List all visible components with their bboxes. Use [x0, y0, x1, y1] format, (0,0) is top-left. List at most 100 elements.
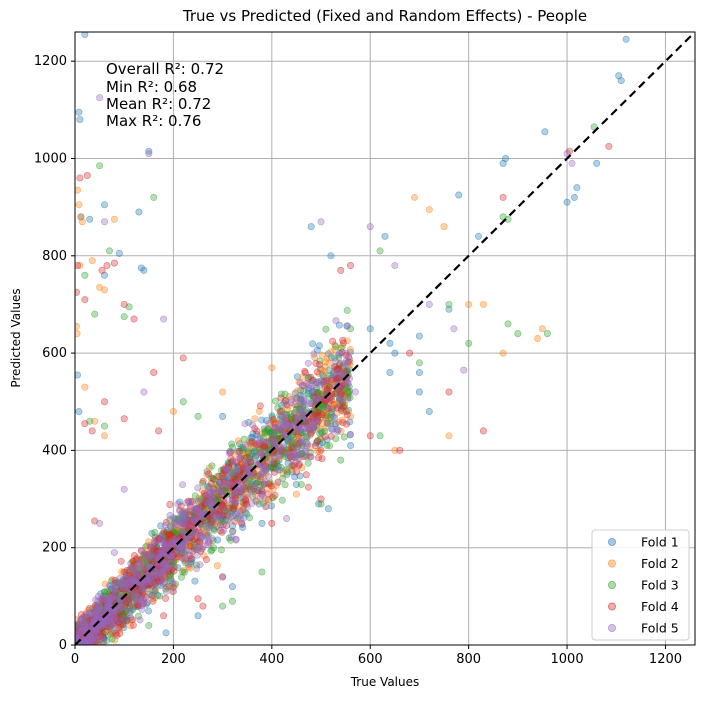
data-point — [193, 512, 201, 520]
data-point — [194, 412, 202, 420]
data-point — [309, 387, 317, 395]
data-point — [174, 500, 182, 508]
data-point — [316, 395, 324, 403]
data-point — [396, 446, 404, 454]
data-point — [317, 446, 325, 454]
data-point — [445, 305, 453, 313]
data-point — [541, 128, 549, 136]
data-point — [200, 552, 208, 560]
data-point — [101, 432, 109, 440]
data-point — [219, 573, 227, 581]
data-point — [165, 531, 173, 539]
data-point — [366, 432, 374, 440]
legend-label: Fold 2 — [641, 556, 679, 571]
data-point — [242, 441, 250, 449]
data-point — [116, 574, 124, 582]
data-point — [261, 478, 269, 486]
legend-marker — [608, 581, 617, 590]
data-point — [179, 354, 187, 362]
data-point — [160, 315, 168, 323]
data-point — [223, 517, 231, 525]
data-point — [309, 340, 317, 348]
data-point — [450, 325, 458, 333]
data-point — [261, 429, 269, 437]
data-point — [180, 542, 188, 550]
x-tick-label: 1000 — [551, 652, 584, 667]
data-point — [304, 440, 312, 448]
data-point — [340, 433, 348, 441]
data-point — [110, 607, 118, 615]
data-point — [284, 451, 292, 459]
data-point — [210, 487, 218, 495]
data-point — [81, 271, 89, 279]
data-point — [236, 454, 244, 462]
data-point — [179, 481, 187, 489]
data-point — [344, 395, 352, 403]
data-point — [287, 395, 295, 403]
data-point — [445, 300, 453, 308]
data-point — [268, 519, 276, 527]
data-point — [445, 432, 453, 440]
y-axis-label: Predicted Values — [9, 288, 23, 387]
data-point — [220, 504, 228, 512]
data-point — [258, 519, 266, 527]
data-point — [98, 266, 106, 274]
data-point — [297, 398, 305, 406]
data-point — [101, 398, 109, 406]
data-point — [504, 320, 512, 328]
data-point — [274, 479, 282, 487]
data-point — [234, 466, 242, 474]
data-point — [312, 378, 320, 386]
data-point — [267, 502, 275, 510]
data-point — [415, 332, 423, 340]
data-point — [281, 481, 289, 489]
legend-label: Fold 1 — [641, 535, 679, 550]
data-point — [130, 594, 138, 602]
x-axis-label: True Values — [350, 675, 420, 689]
data-point — [241, 420, 249, 428]
data-point — [302, 471, 310, 479]
data-point — [88, 257, 96, 265]
data-point — [120, 313, 128, 321]
data-point — [455, 191, 463, 199]
y-tick-label: 0 — [59, 638, 67, 653]
data-point — [96, 519, 104, 527]
data-point — [210, 517, 218, 525]
data-point — [158, 532, 166, 540]
data-point — [271, 491, 279, 499]
y-tick-label: 400 — [42, 443, 67, 458]
x-tick-label: 600 — [358, 652, 383, 667]
data-point — [321, 433, 329, 441]
data-point — [136, 616, 144, 624]
data-point — [145, 150, 153, 158]
data-point — [267, 456, 275, 464]
data-point — [297, 437, 305, 445]
data-point — [307, 373, 315, 381]
data-point — [235, 447, 243, 455]
data-point — [101, 286, 109, 294]
data-point — [162, 594, 170, 602]
data-point — [335, 351, 343, 359]
data-point — [440, 223, 448, 231]
data-point — [209, 510, 217, 518]
data-point — [230, 489, 238, 497]
data-point — [280, 399, 288, 407]
data-point — [514, 330, 522, 338]
data-point — [179, 548, 187, 556]
data-point — [325, 359, 333, 367]
x-tick-label: 0 — [71, 652, 79, 667]
data-point — [195, 544, 203, 552]
x-tick-label: 400 — [259, 652, 284, 667]
data-point — [499, 193, 507, 201]
data-point — [292, 490, 300, 498]
data-point — [249, 421, 257, 429]
data-point — [169, 563, 177, 571]
data-point — [327, 432, 335, 440]
data-point — [605, 142, 613, 150]
data-point — [303, 424, 311, 432]
data-point — [234, 437, 242, 445]
data-point — [258, 492, 266, 500]
data-point — [337, 266, 345, 274]
data-point — [120, 415, 128, 423]
